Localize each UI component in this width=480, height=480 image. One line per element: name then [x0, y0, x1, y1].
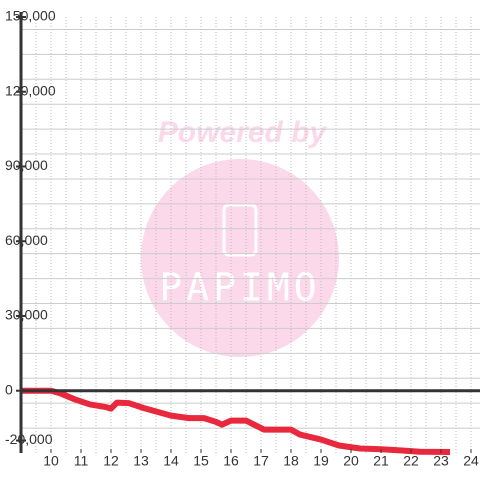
- x-tick-label: 22: [403, 453, 419, 469]
- phone-icon: [222, 203, 258, 257]
- x-tick-label: 15: [193, 453, 209, 469]
- x-tick-label: 11: [74, 453, 89, 469]
- line-series: [21, 387, 451, 456]
- y-tick-label: 90,000: [5, 157, 48, 173]
- x-tick-label: 17: [253, 453, 269, 469]
- x-tick-label: 23: [433, 453, 449, 469]
- y-tick-label: -20,000: [5, 431, 53, 447]
- grid: [20, 17, 480, 453]
- plot: [21, 387, 451, 456]
- x-tick-label: 24: [463, 453, 479, 469]
- watermark-circle: [141, 159, 339, 357]
- x-tick-label: 14: [163, 453, 179, 469]
- watermark: Powered by PAPIMO: [141, 116, 339, 357]
- y-tick-label: 30,000: [5, 307, 48, 323]
- x-tick-label: 16: [223, 453, 239, 469]
- y-tick-label: 120,000: [5, 82, 56, 98]
- x-tick-label: 10: [43, 453, 59, 469]
- x-tick-label: 18: [283, 453, 299, 469]
- y-tick-label: 60,000: [5, 232, 48, 248]
- x-tick-label: 21: [373, 453, 389, 469]
- x-tick-label: 19: [313, 453, 329, 469]
- y-tick-label: 0: [5, 381, 13, 397]
- watermark-bottom: PAPIMO: [159, 266, 320, 310]
- watermark-top: Powered by: [158, 116, 328, 149]
- x-tick-label: 13: [133, 453, 149, 469]
- x-tick-label: 12: [103, 453, 119, 469]
- x-tick-label: 20: [343, 453, 359, 469]
- y-tick-label: 150,000: [5, 8, 56, 24]
